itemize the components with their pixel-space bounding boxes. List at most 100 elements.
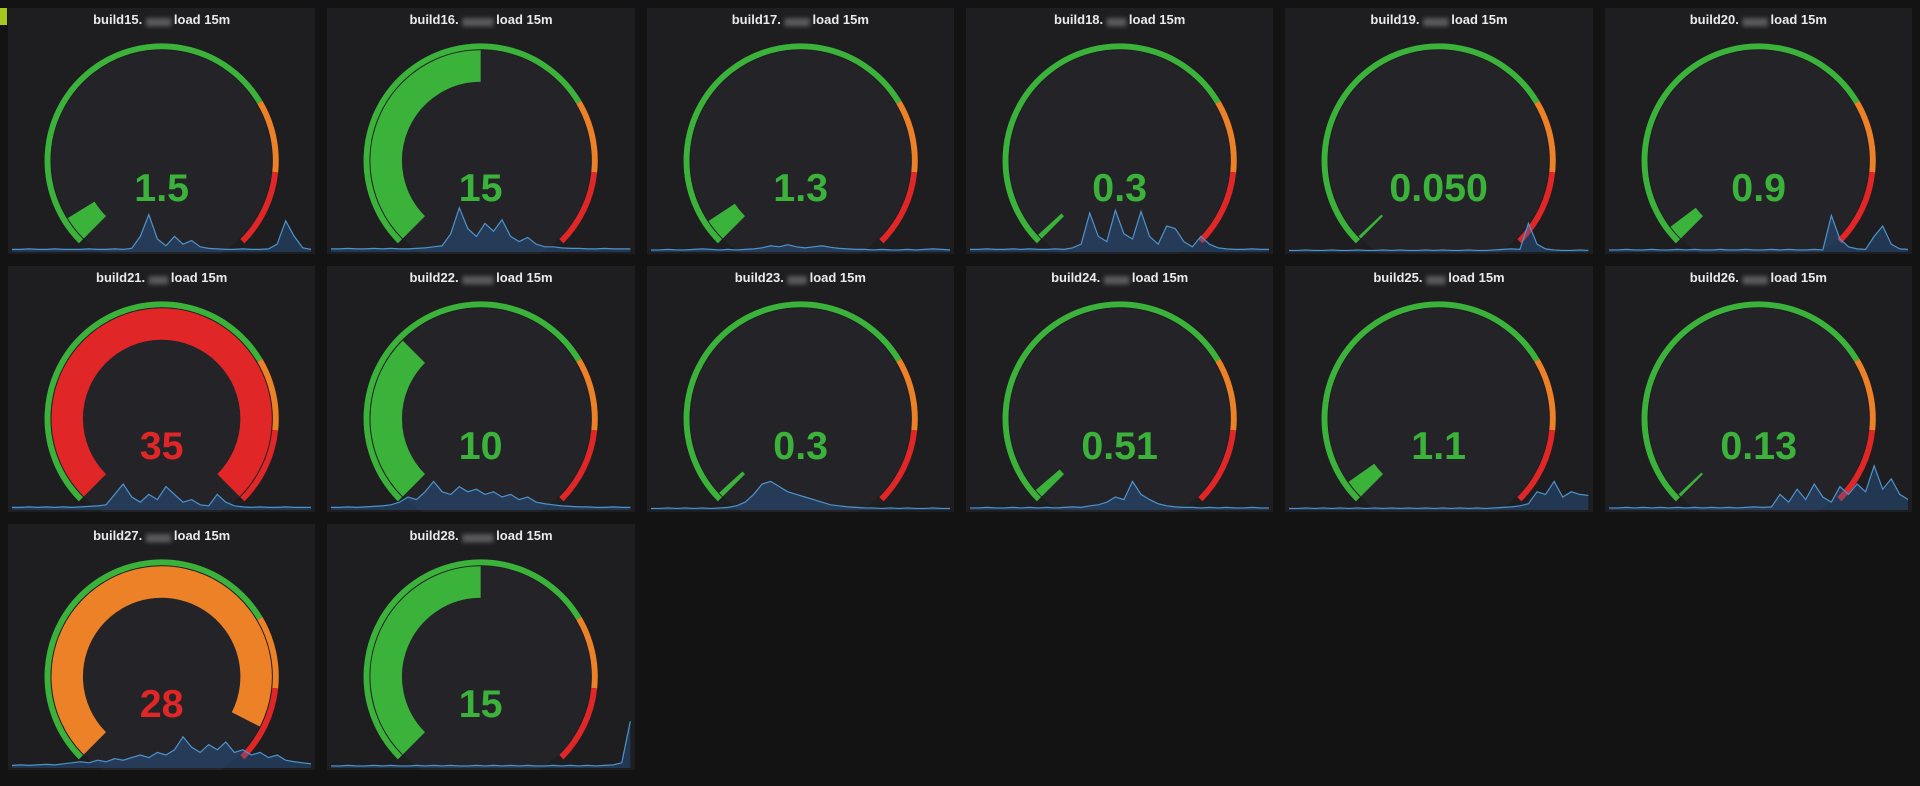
threshold-arc-orange bbox=[896, 100, 918, 173]
panel-title-redacted: ▆▆▆▆ bbox=[1742, 16, 1768, 26]
sparkline-chart bbox=[1289, 196, 1589, 252]
panel-title[interactable]: build27. ▆▆▆▆ load 15m bbox=[8, 528, 315, 543]
gauge-value-arc bbox=[708, 203, 745, 239]
gauge-panel-build24: build24. ▆▆▆▆ load 15m 0.51 bbox=[966, 266, 1274, 512]
panel-title-host: build28. bbox=[409, 528, 459, 543]
panel-title-host: build27. bbox=[93, 528, 143, 543]
panel-title-metric: load 15m bbox=[1451, 12, 1508, 27]
threshold-arc-red bbox=[1836, 429, 1875, 502]
threshold-arc-orange bbox=[1854, 100, 1876, 173]
panel-title-metric: load 15m bbox=[1770, 12, 1827, 27]
panel-title[interactable]: build25. ▆▆▆ load 15m bbox=[1285, 270, 1592, 285]
threshold-arc-orange bbox=[257, 358, 279, 431]
panel-title[interactable]: build28. ▆▆▆▆▆ load 15m bbox=[327, 528, 634, 543]
threshold-arc-red bbox=[1517, 429, 1556, 502]
gauge-panel-build19: build19. ▆▆▆▆ load 15m 0.050 bbox=[1285, 8, 1593, 254]
panel-title[interactable]: build22. ▆▆▆▆▆ load 15m bbox=[327, 270, 634, 285]
panel-title[interactable]: build20. ▆▆▆▆ load 15m bbox=[1605, 12, 1912, 27]
gauge-face bbox=[1648, 308, 1869, 512]
panel-title[interactable]: build16. ▆▆▆▆▆ load 15m bbox=[327, 12, 634, 27]
gauge-panel-build27: build27. ▆▆▆▆ load 15m 28 bbox=[8, 524, 316, 770]
gauge-face bbox=[1009, 308, 1230, 512]
sparkline-area bbox=[12, 214, 312, 252]
gauge-chart: 28 bbox=[44, 559, 279, 770]
panel-title-redacted: ▆▆▆ bbox=[149, 274, 168, 284]
gauge-panel-build28: build28. ▆▆▆▆▆ load 15m 15 bbox=[327, 524, 635, 770]
panel-title-metric: load 15m bbox=[173, 528, 231, 543]
threshold-arc-green bbox=[1641, 301, 1860, 502]
panel-title[interactable]: build21. ▆▆▆ load 15m bbox=[8, 270, 315, 285]
gauge-value: 35 bbox=[140, 424, 184, 468]
panel-title[interactable]: build17. ▆▆▆▆ load 15m bbox=[647, 12, 954, 27]
threshold-arc-orange bbox=[576, 616, 599, 689]
panel-title[interactable]: build18. ▆▆▆ load 15m bbox=[966, 12, 1273, 27]
gauge-value-arc bbox=[1038, 213, 1065, 239]
sparkline-chart bbox=[12, 454, 312, 510]
gauge-chart: 0.9 bbox=[1641, 43, 1876, 254]
gauge-chart: 0.3 bbox=[1002, 43, 1237, 254]
panel-title-host: build18. bbox=[1054, 12, 1104, 27]
gauge-panel-build15: build15. ▆▆▆▆ load 15m 1.5 bbox=[8, 8, 316, 254]
gauge-panel-build23: build23. ▆▆▆ load 15m 0.3 bbox=[646, 266, 954, 512]
sparkline-line bbox=[651, 245, 950, 250]
panel-title-redacted: ▆▆▆▆▆ bbox=[462, 274, 494, 284]
gauge-value: 0.3 bbox=[773, 424, 828, 468]
gauge-chart: 35 bbox=[44, 301, 279, 512]
sparkline-line bbox=[331, 208, 630, 249]
gauge-chart: 0.13 bbox=[1641, 301, 1876, 512]
gauge-chart: 1.5 bbox=[44, 43, 279, 254]
threshold-arc-green bbox=[1321, 301, 1540, 502]
panel-title[interactable]: build15. ▆▆▆▆ load 15m bbox=[8, 12, 315, 27]
threshold-arc-orange bbox=[1534, 358, 1557, 431]
panel-title-metric: load 15m bbox=[496, 528, 553, 543]
threshold-arc-green bbox=[363, 43, 582, 244]
sparkline-line bbox=[1289, 481, 1588, 508]
sparkline-chart bbox=[1608, 454, 1908, 510]
sparkline-area bbox=[331, 721, 631, 768]
gauge-face bbox=[370, 308, 592, 512]
gauge-value-arc bbox=[370, 340, 426, 497]
threshold-arc-green bbox=[1002, 301, 1221, 502]
gauge-value: 15 bbox=[459, 166, 503, 210]
gauge-panel-build26: build26. ▆▆▆▆ load 15m 0.13 bbox=[1604, 266, 1912, 512]
sparkline-chart bbox=[650, 196, 950, 252]
panel-title[interactable]: build23. ▆▆▆ load 15m bbox=[647, 270, 954, 285]
panel-title-redacted: ▆▆▆▆ bbox=[146, 16, 171, 26]
sparkline-line bbox=[12, 484, 311, 507]
sparkline-area bbox=[1608, 215, 1908, 252]
panel-title[interactable]: build24. ▆▆▆▆ load 15m bbox=[966, 270, 1273, 285]
panel-title-host: build24. bbox=[1051, 270, 1101, 285]
sparkline-line bbox=[970, 481, 1269, 508]
threshold-arc-orange bbox=[257, 616, 279, 689]
sparkline-chart bbox=[970, 196, 1270, 252]
gauge-value: 1.3 bbox=[773, 166, 828, 210]
sparkline-area bbox=[970, 481, 1270, 510]
panel-title-metric: load 15m bbox=[1448, 270, 1505, 285]
threshold-arc-red bbox=[1198, 171, 1237, 244]
gauge-chart: 0.3 bbox=[683, 301, 918, 512]
panel-title-redacted: ▆▆▆ bbox=[1426, 274, 1445, 284]
panel-title-redacted: ▆▆▆▆ bbox=[1104, 274, 1129, 284]
gauge-panel-build16: build16. ▆▆▆▆▆ load 15m 15 bbox=[327, 8, 635, 254]
gauge-chart: 15 bbox=[363, 559, 599, 770]
gauge-face bbox=[690, 308, 911, 512]
sparkline-chart bbox=[331, 196, 631, 252]
sparkline-line bbox=[331, 721, 630, 766]
gauge-value: 0.3 bbox=[1092, 166, 1147, 210]
sparkline-area bbox=[650, 481, 950, 510]
sparkline-chart bbox=[331, 454, 631, 510]
sparkline-line bbox=[331, 481, 630, 507]
gauge-value-arc bbox=[1348, 463, 1384, 497]
sparkline-chart bbox=[650, 454, 950, 510]
threshold-arc-orange bbox=[896, 358, 918, 431]
panel-title-metric: load 15m bbox=[170, 270, 228, 285]
gauge-value: 1.1 bbox=[1412, 424, 1467, 468]
gauge-value-arc bbox=[370, 50, 482, 239]
panel-title-metric: load 15m bbox=[1131, 270, 1189, 285]
gauge-chart: 15 bbox=[363, 43, 599, 254]
panel-title[interactable]: build26. ▆▆▆▆ load 15m bbox=[1605, 270, 1912, 285]
threshold-arc-red bbox=[559, 429, 598, 502]
gauge-value: 1.5 bbox=[134, 166, 189, 210]
panel-title-redacted: ▆▆▆▆ bbox=[1423, 16, 1449, 26]
panel-title[interactable]: build19. ▆▆▆▆ load 15m bbox=[1285, 12, 1592, 27]
